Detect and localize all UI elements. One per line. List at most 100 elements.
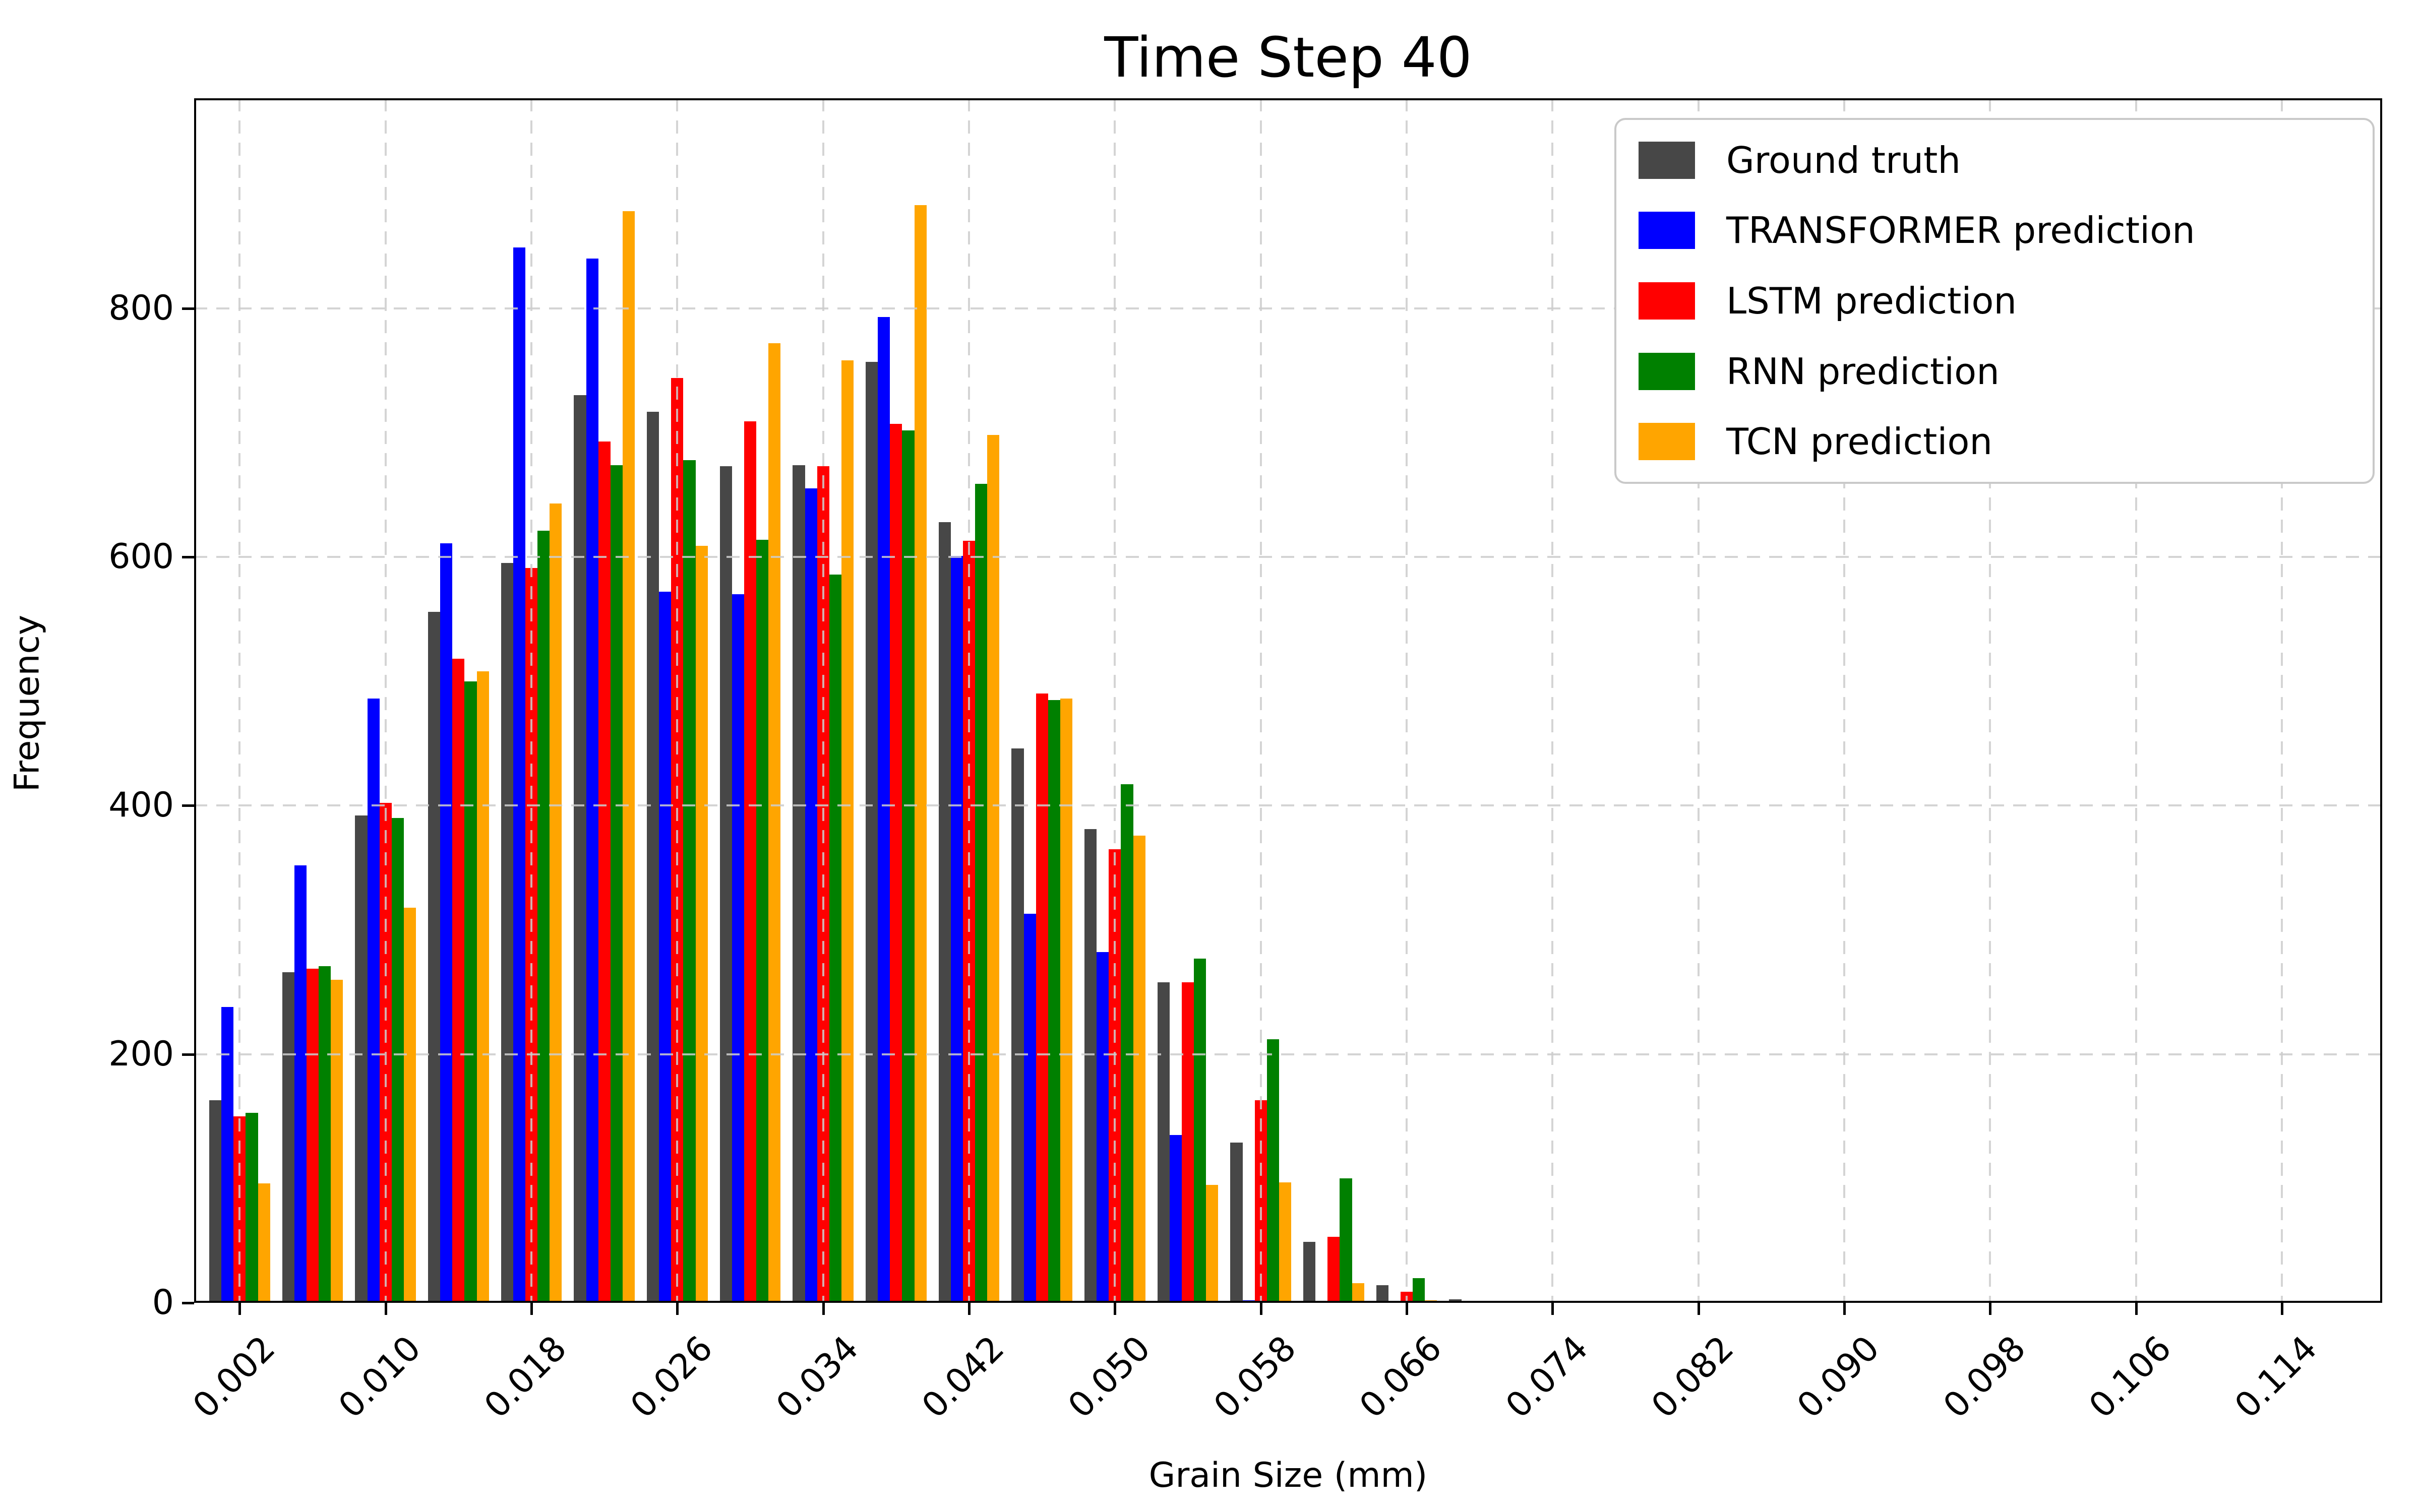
bar-rnn-bin17 (1485, 1301, 1498, 1303)
legend-item: LSTM prediction (1639, 282, 2373, 320)
x-tick-label: 0.090 (1790, 1328, 1888, 1426)
bar-lstm-bin9 (890, 424, 902, 1303)
bar-lstm-bin13 (1182, 982, 1194, 1303)
vertical-gridline (822, 98, 824, 1303)
x-tick-label: 0.082 (1644, 1328, 1742, 1426)
legend-item: TCN prediction (1639, 420, 2373, 463)
bar-tcn-bin16 (1425, 1300, 1437, 1303)
y-tick-label: 0 (152, 1283, 174, 1322)
bar-rnn-bin6 (683, 460, 696, 1303)
bar-transformer-bin0 (221, 1006, 234, 1303)
bar-ground-bin8 (793, 465, 805, 1303)
bar-tcn-bin1 (331, 979, 343, 1303)
bar-lstm-bin11 (1036, 694, 1048, 1303)
bar-tcn-bin3 (476, 671, 489, 1303)
legend-swatch (1639, 423, 1695, 461)
bar-transformer-bin8 (805, 488, 817, 1303)
x-tick-mark (2281, 1303, 2284, 1315)
bar-tcn-bin9 (914, 205, 927, 1303)
bar-transformer-bin4 (513, 247, 525, 1303)
bar-ground-bin14 (1230, 1142, 1243, 1303)
bar-tcn-bin8 (841, 360, 854, 1303)
bar-transformer-bin14 (1242, 1300, 1255, 1303)
legend-swatch (1639, 141, 1695, 179)
y-tick-label: 200 (108, 1034, 174, 1074)
bar-rnn-bin1 (319, 966, 331, 1303)
vertical-gridline (1259, 98, 1262, 1303)
bar-lstm-bin3 (452, 659, 465, 1303)
bar-rnn-bin13 (1194, 958, 1206, 1303)
x-tick-label: 0.010 (331, 1328, 429, 1426)
legend-swatch (1639, 212, 1695, 249)
vertical-gridline (1406, 98, 1408, 1303)
bar-transformer-bin2 (367, 699, 380, 1303)
bar-ground-bin10 (938, 522, 951, 1303)
bar-lstm-bin15 (1327, 1237, 1340, 1303)
bar-ground-bin12 (1084, 829, 1097, 1303)
y-tick-label: 600 (108, 537, 174, 577)
y-tick-mark (182, 556, 194, 559)
vertical-gridline (1843, 98, 1846, 1303)
vertical-gridline (530, 98, 533, 1303)
bar-ground-bin2 (355, 815, 368, 1303)
plot-area (194, 98, 2382, 1303)
x-tick-label: 0.050 (1060, 1328, 1159, 1426)
bar-transformer-bin10 (950, 555, 963, 1303)
bar-tcn-bin14 (1279, 1182, 1292, 1303)
x-tick-mark (822, 1303, 825, 1315)
y-tick-label: 400 (108, 785, 174, 826)
bar-tcn-bin5 (622, 211, 635, 1303)
bar-lstm-bin5 (598, 441, 611, 1303)
y-tick-label: 800 (108, 288, 174, 328)
x-tick-label: 0.066 (1352, 1328, 1450, 1426)
x-tick-label: 0.026 (623, 1328, 721, 1426)
bar-tcn-bin15 (1352, 1283, 1364, 1303)
bar-rnn-bin2 (391, 818, 404, 1303)
x-tick-label: 0.074 (1498, 1328, 1596, 1426)
bar-rnn-bin15 (1340, 1178, 1352, 1303)
bar-rnn-bin0 (246, 1112, 258, 1303)
vertical-gridline (238, 98, 241, 1303)
bar-ground-bin3 (428, 611, 441, 1303)
bar-rnn-bin12 (1121, 784, 1133, 1303)
horizontal-gridline (194, 556, 2382, 558)
x-tick-mark (1114, 1303, 1117, 1315)
y-tick-mark (182, 804, 194, 807)
legend-swatch (1639, 282, 1695, 320)
bar-ground-bin7 (719, 466, 732, 1303)
bar-rnn-bin5 (610, 465, 623, 1303)
legend-label: RNN prediction (1726, 350, 2000, 393)
bar-ground-bin9 (866, 361, 878, 1303)
bar-rnn-bin10 (975, 483, 988, 1303)
bar-ground-bin4 (501, 563, 513, 1303)
x-tick-mark (1259, 1303, 1262, 1315)
bar-tcn-bin0 (258, 1183, 270, 1303)
bar-rnn-bin8 (829, 574, 841, 1303)
x-tick-label: 0.098 (1935, 1328, 2034, 1426)
legend: Ground truth TRANSFORMER prediction LSTM p… (1614, 118, 2375, 484)
legend-item: Ground truth (1639, 141, 2373, 179)
x-tick-mark (384, 1303, 387, 1315)
x-tick-mark (968, 1303, 971, 1315)
bar-lstm-bin1 (307, 968, 319, 1303)
bar-tcn-bin13 (1206, 1184, 1219, 1303)
legend-label: LSTM prediction (1726, 279, 2017, 322)
vertical-gridline (2135, 98, 2137, 1303)
legend-label: TCN prediction (1726, 420, 1993, 463)
bar-ground-bin17 (1449, 1299, 1462, 1303)
vertical-gridline (968, 98, 971, 1303)
bar-ground-bin15 (1303, 1242, 1316, 1303)
x-tick-mark (1551, 1303, 1554, 1315)
x-tick-label: 0.042 (915, 1328, 1012, 1426)
bar-transformer-bin6 (659, 592, 672, 1303)
bar-tcn-bin4 (550, 503, 562, 1303)
bar-transformer-bin3 (440, 543, 453, 1303)
y-tick-mark (182, 1302, 194, 1304)
x-tick-label: 0.058 (1206, 1328, 1304, 1426)
bar-transformer-bin7 (732, 594, 744, 1303)
bar-tcn-bin11 (1060, 699, 1073, 1303)
bar-rnn-bin7 (756, 539, 769, 1303)
x-tick-mark (1989, 1303, 1992, 1315)
vertical-gridline (1989, 98, 1991, 1303)
legend-label: TRANSFORMER prediction (1726, 209, 2195, 252)
